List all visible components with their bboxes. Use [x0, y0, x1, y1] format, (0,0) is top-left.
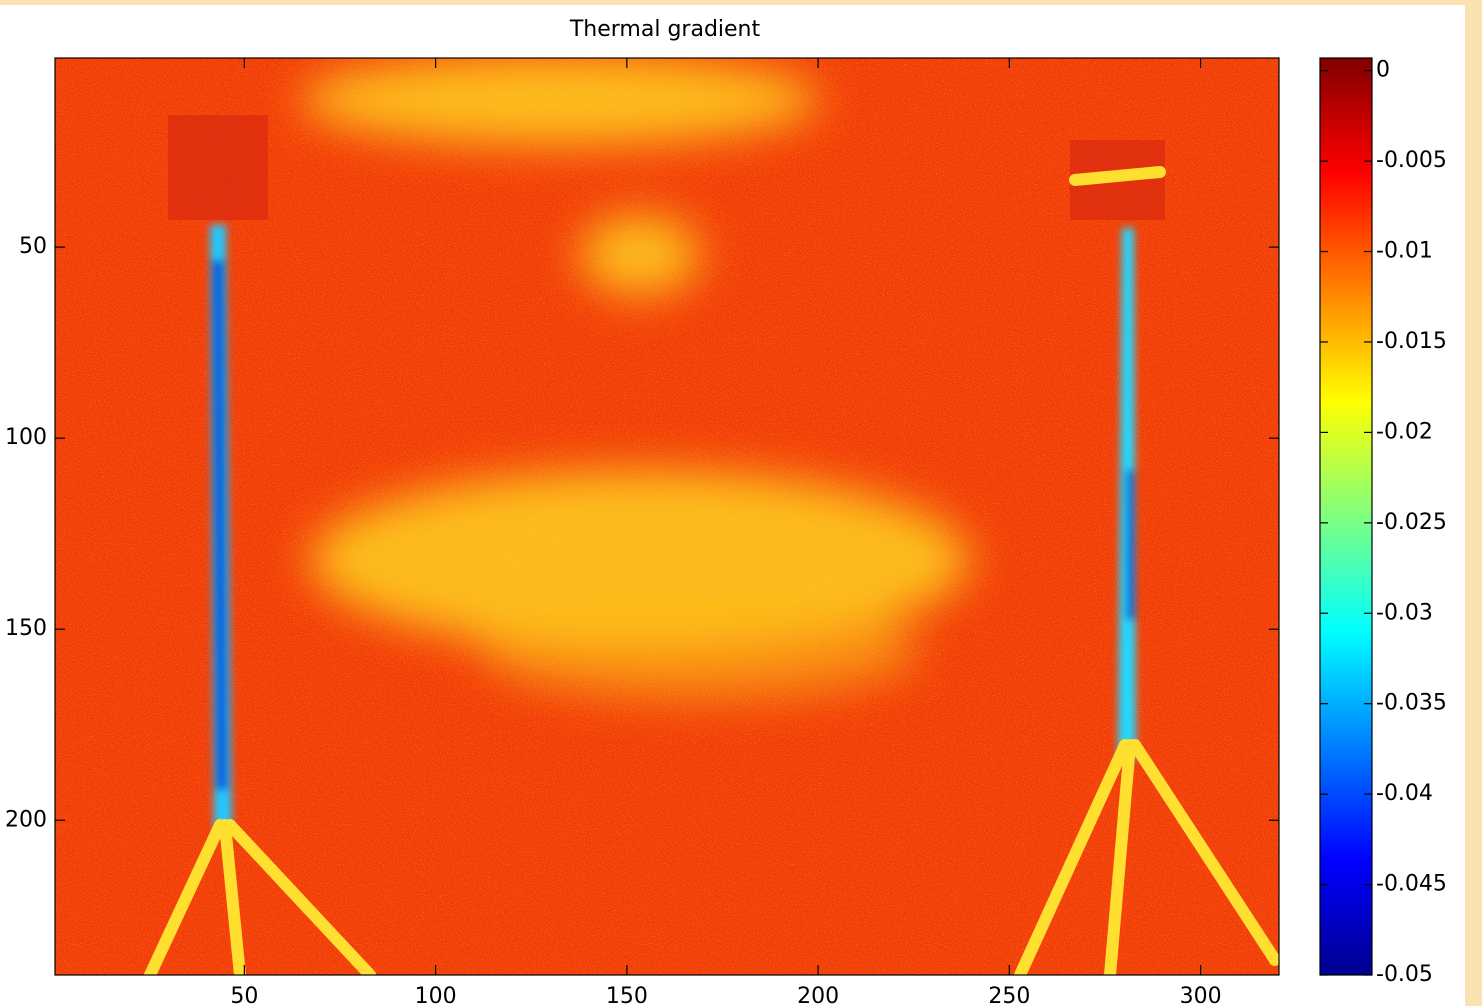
chart: Thermal gradient 50 100 150 200 250 300 50 100 1…: [0, 0, 1482, 1006]
colorbar-tick-label: -0.015: [1376, 329, 1447, 354]
heatmap-image: [55, 55, 1279, 975]
colorbar-tick-label: -0.02: [1376, 419, 1433, 444]
colorbar-tick-label: 0: [1376, 58, 1390, 83]
x-tick-label: 150: [606, 984, 648, 1006]
colorbar-tick-label: -0.01: [1376, 239, 1433, 264]
y-tick-label: 50: [19, 234, 47, 259]
y-tick-label: 150: [5, 616, 47, 641]
colorbar-tick-label: -0.025: [1376, 510, 1447, 535]
colorbar-tick-label: -0.045: [1376, 872, 1447, 897]
x-tick-label: 200: [797, 984, 839, 1006]
x-tick-label: 300: [1180, 984, 1222, 1006]
x-tick-label: 100: [415, 984, 457, 1006]
x-tick-label: 250: [988, 984, 1030, 1006]
y-tick-label: 200: [5, 807, 47, 832]
colorbar-tick-label: -0.03: [1376, 600, 1433, 625]
x-tick-label: 50: [230, 984, 258, 1006]
chart-title: Thermal gradient: [569, 17, 761, 42]
y-tick-label: 100: [5, 425, 47, 450]
colorbar-tick-label: -0.005: [1376, 148, 1447, 173]
colorbar: [1320, 58, 1372, 975]
colorbar-tick-label: -0.05: [1376, 962, 1433, 987]
colorbar-tick-label: -0.035: [1376, 691, 1447, 716]
colorbar-tick-label: -0.04: [1376, 781, 1433, 806]
page: Thermal gradient 50 100 150 200 250 300 50 100 1…: [0, 0, 1482, 1006]
